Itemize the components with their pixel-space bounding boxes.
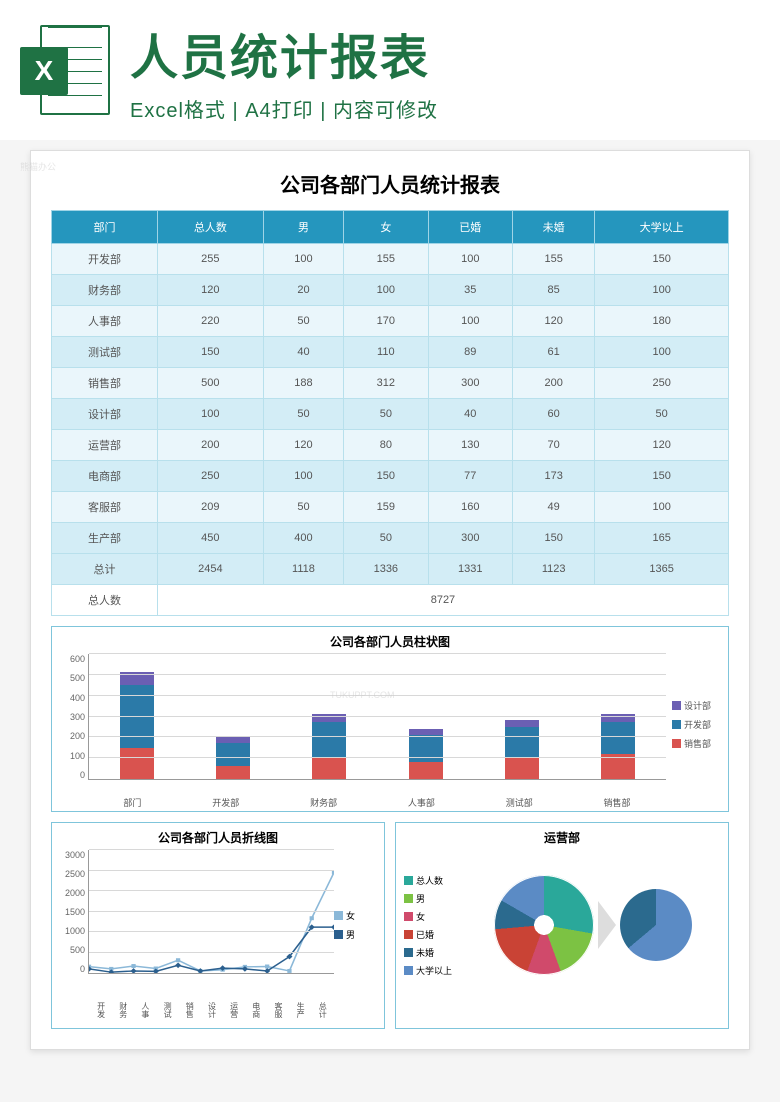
bar-plot xyxy=(88,654,666,780)
bar-x-labels: 部门开发部财务部人事部测试部销售部 xyxy=(88,796,666,809)
table-header: 大学以上 xyxy=(595,211,729,244)
table-header: 男 xyxy=(263,211,343,244)
line-legend: 女男 xyxy=(334,850,376,1000)
bar-column xyxy=(120,672,154,779)
bar-column xyxy=(505,720,539,779)
table-header: 总人数 xyxy=(157,211,263,244)
table-header: 未婚 xyxy=(512,211,594,244)
table-header: 女 xyxy=(344,211,428,244)
stats-table: 部门总人数男女已婚未婚大学以上 开发部255100155100155150财务部… xyxy=(51,210,729,616)
table-header: 部门 xyxy=(52,211,158,244)
banner: X 人员统计报表 Excel格式 | A4打印 | 内容可修改 xyxy=(0,0,780,140)
line-plot xyxy=(88,850,334,974)
line-x-labels: 开发财务人事测试销售设计运营电商客服生产总计 xyxy=(90,1002,334,1026)
table-row: 运营部2001208013070120 xyxy=(52,430,729,461)
pie-main xyxy=(494,875,594,975)
pie-legend: 总人数男女已婚未婚大学以上 xyxy=(404,874,458,977)
table-row: 销售部500188312300200250 xyxy=(52,368,729,399)
table-row: 人事部22050170100120180 xyxy=(52,306,729,337)
table-row: 客服部2095015916049100 xyxy=(52,492,729,523)
pie-chart-title: 运营部 xyxy=(404,829,720,846)
table-row: 设计部1005050406050 xyxy=(52,399,729,430)
doc-title: 公司各部门人员统计报表 xyxy=(51,169,729,198)
bar-column xyxy=(312,714,346,779)
bar-column xyxy=(601,714,635,779)
line-y-axis: 050010001500200025003000 xyxy=(60,850,88,1000)
table-row: 生产部45040050300150165 xyxy=(52,523,729,554)
line-chart-title: 公司各部门人员折线图 xyxy=(60,829,376,846)
table-header: 已婚 xyxy=(428,211,512,244)
document-page: 公司各部门人员统计报表 部门总人数男女已婚未婚大学以上 开发部255100155… xyxy=(30,150,750,1050)
watermark: 熊猫办公 xyxy=(20,160,56,173)
bar-chart-box: 公司各部门人员柱状图 0100200300400500600 设计部开发部销售部… xyxy=(51,626,729,812)
table-row: 测试部150401108961100 xyxy=(52,337,729,368)
bar-legend: 设计部开发部销售部 xyxy=(666,654,720,794)
table-row: 开发部255100155100155150 xyxy=(52,244,729,275)
bar-y-axis: 0100200300400500600 xyxy=(60,654,88,794)
line-chart-box: 公司各部门人员折线图 050010001500200025003000 女男 开… xyxy=(51,822,385,1029)
excel-icon: X xyxy=(20,25,110,115)
banner-subtitle: Excel格式 | A4打印 | 内容可修改 xyxy=(130,94,760,123)
banner-title: 人员统计报表 xyxy=(130,18,760,88)
pie-detail xyxy=(620,889,692,961)
pie-callout xyxy=(598,901,616,949)
watermark: TUKUPPT.COM xyxy=(330,690,395,700)
pie-chart-box: 运营部 总人数男女已婚未婚大学以上 xyxy=(395,822,729,1029)
bar-chart-title: 公司各部门人员柱状图 xyxy=(60,633,720,650)
table-row: 电商部25010015077173150 xyxy=(52,461,729,492)
table-row: 财务部120201003585100 xyxy=(52,275,729,306)
